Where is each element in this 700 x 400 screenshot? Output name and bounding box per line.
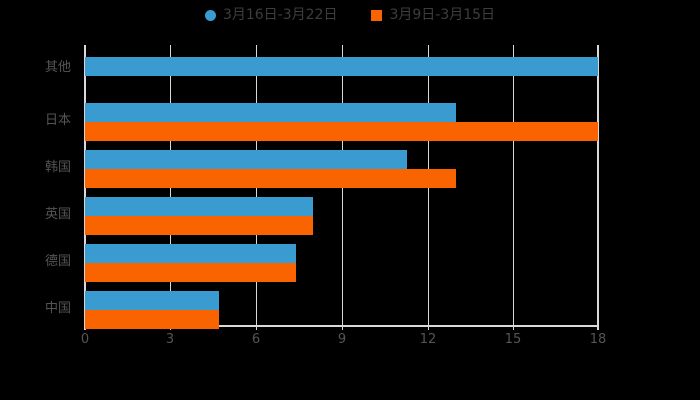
y-axis-labels: 其他 日本 韩国 英国 德国 中国 [0, 45, 700, 325]
chart-legend: 3月16日-3月22日 3月9日-3月15日 [0, 8, 700, 22]
bar-hanguo-series-1[interactable] [85, 150, 408, 169]
bars-layer [85, 45, 598, 329]
plot-area [84, 45, 599, 330]
tick-6 [255, 325, 257, 330]
bar-qita-series-1[interactable] [85, 57, 598, 76]
tick-12 [427, 325, 429, 330]
gridline-15 [512, 45, 514, 325]
gridline-18 [597, 45, 599, 325]
tick-0 [84, 325, 86, 330]
y-axis-line [84, 45, 86, 325]
x-tick-label-6: 6 [251, 332, 261, 347]
y-tick-label-deguo: 德国 [44, 254, 71, 269]
square-marker-icon [371, 9, 383, 21]
x-tick-label-12: 12 [419, 332, 437, 347]
bar-riben-series-2[interactable] [85, 122, 598, 141]
bar-yingguo-series-1[interactable] [85, 197, 313, 216]
legend-label-series-2: 3月9日-3月15日 [389, 7, 496, 23]
bar-zhongguo-series-2[interactable] [85, 310, 219, 329]
y-tick-label-zhongguo: 中国 [44, 301, 71, 316]
bar-deguo-series-2[interactable] [85, 263, 296, 282]
legend-item-series-1[interactable]: 3月16日-3月22日 [204, 7, 338, 23]
x-tick-label-18: 18 [589, 332, 607, 347]
y-tick-label-hanguo: 韩国 [44, 160, 71, 175]
tick-18 [597, 325, 599, 330]
y-tick-label-yingguo: 英国 [44, 207, 71, 222]
circle-marker-icon [204, 9, 216, 21]
bar-hanguo-series-2[interactable] [85, 169, 456, 188]
x-axis-labels: 0 3 6 9 12 15 18 [81, 0, 606, 400]
bar-zhongguo-series-1[interactable] [85, 291, 219, 310]
y-tick-label-riben: 日本 [44, 113, 71, 128]
bar-yingguo-series-2[interactable] [85, 216, 313, 235]
legend-item-series-2[interactable]: 3月9日-3月15日 [371, 8, 495, 22]
bar-riben-series-1[interactable] [85, 103, 456, 122]
y-tick-label-qita: 其他 [44, 60, 71, 75]
legend-label-series-1: 3月16日-3月22日 [222, 7, 338, 23]
x-tick-label-0: 0 [80, 332, 90, 347]
x-tick-label-3: 3 [165, 332, 175, 347]
tick-9 [341, 325, 343, 330]
x-tick-label-15: 15 [504, 332, 522, 347]
tick-15 [512, 325, 514, 330]
bar-deguo-series-1[interactable] [85, 244, 296, 263]
x-tick-label-9: 9 [337, 332, 347, 347]
